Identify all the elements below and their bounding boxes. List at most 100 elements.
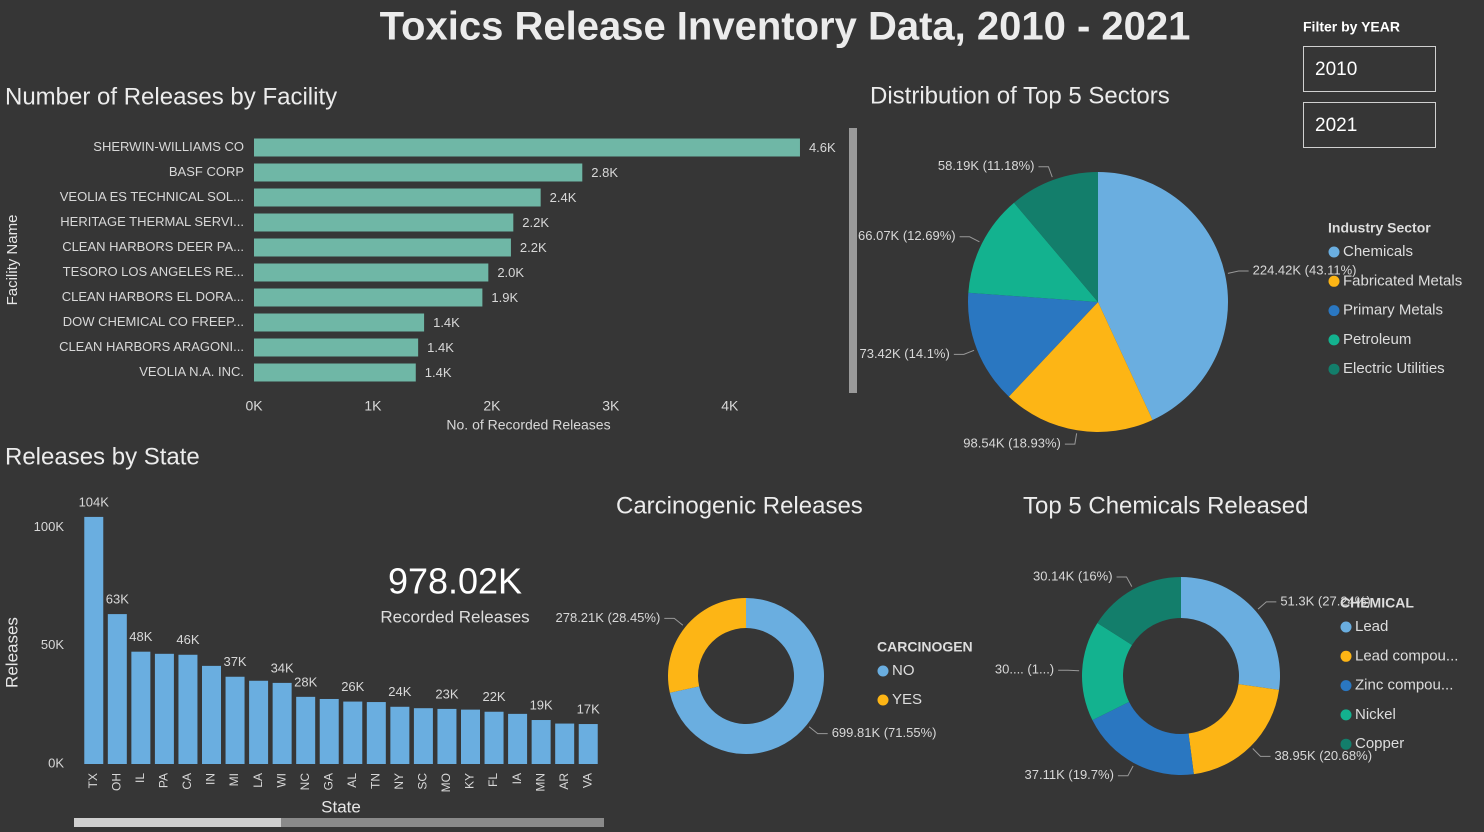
bar: [254, 163, 583, 182]
legend-marker: [877, 694, 889, 706]
x-tick-label: NY: [392, 773, 406, 790]
data-label: 1.9K: [491, 290, 518, 305]
leader-line: [953, 349, 975, 355]
donut-slice: [1082, 622, 1133, 721]
data-label: 30.... (1...): [995, 662, 1054, 677]
data-label: 63K: [106, 592, 129, 607]
data-label: 58.19K (11.18%): [938, 158, 1035, 173]
scrollbar-track[interactable]: [74, 818, 604, 827]
leader-line: [664, 617, 684, 626]
leader-line: [1058, 669, 1080, 672]
donut-slice: [1097, 577, 1181, 645]
data-label: 28K: [294, 674, 317, 689]
data-label: 4.6K: [809, 140, 836, 155]
x-tick-label: LA: [251, 773, 265, 788]
scrollbar-thumb[interactable]: [74, 818, 281, 827]
pie-slice: [1014, 172, 1098, 302]
y-axis-title: Releases: [2, 617, 21, 688]
legend-label: Copper: [1355, 735, 1404, 752]
bar: [249, 680, 269, 764]
bar: [508, 713, 528, 764]
y-tick-label: CLEAN HARBORS DEER PA...: [62, 239, 244, 254]
chart-title: Number of Releases by Facility: [5, 83, 337, 110]
data-label: 48K: [129, 629, 152, 644]
x-tick-label: NC: [298, 773, 312, 791]
x-axis-title: No. of Recorded Releases: [446, 417, 610, 433]
filter-box[interactable]: [1303, 46, 1436, 92]
y-axis-title: Facility Name: [4, 215, 21, 306]
data-label: 19K: [530, 697, 553, 712]
legend-label: Electric Utilities: [1343, 360, 1445, 377]
legend-label: Petroleum: [1343, 331, 1411, 348]
legend-marker: [1328, 246, 1340, 258]
y-tick-label: 100K: [34, 519, 65, 534]
bar: [254, 238, 511, 257]
bar: [154, 653, 174, 764]
legend-marker: [1328, 305, 1340, 317]
donut-slice: [669, 598, 825, 755]
legend-marker: [1328, 334, 1340, 346]
chart-title: Top 5 Chemicals Released: [1023, 492, 1308, 519]
filter-option[interactable]: 2021: [1315, 115, 1357, 136]
bar: [343, 701, 363, 764]
x-tick-label: MO: [439, 773, 453, 792]
bar: [254, 313, 425, 332]
bar: [366, 702, 386, 764]
legend-marker: [1340, 621, 1352, 633]
bar: [254, 213, 514, 232]
data-label: 1.4K: [425, 365, 452, 380]
x-tick-label: KY: [463, 773, 477, 789]
bar: [461, 709, 480, 764]
dashboard-title: Toxics Release Inventory Data, 2010 - 20…: [380, 5, 1191, 49]
scrollbar[interactable]: [849, 128, 857, 393]
legend-marker: [1328, 363, 1340, 375]
x-tick-label: IA: [510, 773, 524, 784]
x-tick-label: 4K: [721, 398, 739, 414]
y-tick-label: SHERWIN-WILLIAMS CO: [93, 139, 244, 154]
x-tick-label: MI: [227, 773, 241, 786]
donut-slice: [1188, 684, 1280, 775]
filter-box[interactable]: [1303, 102, 1436, 148]
donut-slice: [1092, 701, 1194, 775]
x-tick-label: 1K: [364, 398, 382, 414]
legend-marker: [1328, 275, 1340, 287]
x-tick-label: PA: [157, 773, 171, 788]
chart-title: Releases by State: [5, 443, 200, 470]
data-label: 2.0K: [497, 265, 524, 280]
bar: [254, 338, 419, 357]
data-label: 1.4K: [427, 340, 454, 355]
data-label: 2.2K: [522, 215, 549, 230]
x-tick-label: TX: [86, 773, 100, 788]
data-label: 2.4K: [550, 190, 577, 205]
data-label: 66.07K (12.69%): [858, 228, 956, 243]
data-label: 73.42K (14.1%): [859, 346, 949, 361]
x-tick-label: AR: [557, 773, 571, 790]
legend-marker: [1340, 650, 1352, 662]
legend-marker: [1340, 680, 1352, 692]
filter-option[interactable]: 2010: [1315, 59, 1357, 80]
legend-marker: [1340, 709, 1352, 721]
data-label: 26K: [341, 679, 364, 694]
data-label: 38.95K (20.68%): [1274, 748, 1372, 763]
legend-label: YES: [892, 691, 922, 708]
pie-slice: [1098, 172, 1228, 420]
x-axis-title: State: [321, 797, 361, 816]
leader-line: [1116, 576, 1133, 587]
bar: [319, 698, 339, 764]
legend-label: Lead: [1355, 618, 1388, 635]
bar: [390, 706, 410, 764]
data-label: 37.11K (19.7%): [1025, 767, 1114, 782]
data-label: 1.4K: [433, 315, 460, 330]
y-tick-label: CLEAN HARBORS EL DORA...: [62, 289, 244, 304]
bar: [272, 682, 292, 764]
bar: [254, 138, 800, 157]
filter-label: Filter by YEAR: [1303, 19, 1400, 35]
y-tick-label: 50K: [41, 637, 64, 652]
legend-title: CHEMICAL: [1340, 595, 1414, 611]
bar: [484, 711, 504, 764]
bar: [531, 720, 551, 764]
data-label: 22K: [482, 689, 505, 704]
x-tick-label: TN: [368, 773, 382, 789]
